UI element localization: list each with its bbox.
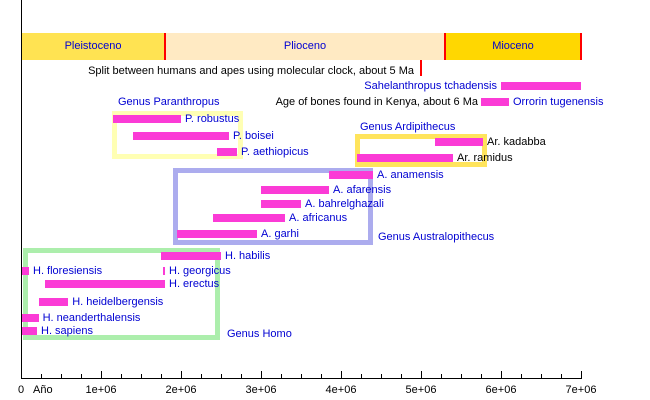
- species-bar-a-garhi: [177, 230, 257, 238]
- x-axis-major-tick: [421, 371, 422, 378]
- x-axis-minor-tick: [361, 374, 362, 378]
- x-axis-tick-label: 5e+06: [405, 384, 437, 396]
- species-label-p-boisei: P. boisei: [233, 130, 274, 142]
- epoch-segment-pleistoceno: Pleistoceno: [21, 33, 165, 60]
- genus-title-genus-homo: Genus Homo: [227, 328, 292, 340]
- x-axis-tick-label: 1e+06: [85, 384, 117, 396]
- genus-box-genus-homo: [23, 248, 220, 340]
- x-axis-tick-label: 2e+06: [165, 384, 197, 396]
- x-axis-line: [21, 378, 582, 379]
- x-axis-tick-label: 4e+06: [325, 384, 357, 396]
- species-bar-p-boisei: [133, 132, 229, 140]
- species-label-ar-kadabba: Ar. kadabba: [487, 136, 546, 148]
- species-bar-h-heidelbergensis: [38, 298, 69, 306]
- species-bar-a-afarensis: [261, 186, 329, 194]
- x-axis-major-tick: [261, 371, 262, 378]
- species-bar-h-sapiens: [21, 327, 37, 335]
- genus-title-genus-australopithecus: Genus Australopithecus: [378, 231, 495, 243]
- epoch-segment-plioceno: Plioceno: [165, 33, 445, 60]
- species-bar-h-floresiensis: [21, 267, 29, 275]
- x-axis-minor-tick: [381, 374, 382, 378]
- species-label-h-heidelbergensis: H. heidelbergensis: [72, 296, 164, 308]
- x-axis-minor-tick: [401, 374, 402, 378]
- species-label-h-sapiens: H. sapiens: [41, 325, 93, 337]
- species-label-h-neanderthalensis: H. neanderthalensis: [42, 312, 141, 324]
- x-axis-major-tick: [501, 371, 502, 378]
- species-label-a-africanus: A. africanus: [289, 212, 348, 224]
- species-label-h-floresiensis: H. floresiensis: [33, 265, 103, 277]
- x-axis-minor-tick: [41, 374, 42, 378]
- species-label-h-georgicus: H. georgicus: [169, 265, 231, 277]
- y-axis-line: [21, 0, 22, 378]
- species-label-h-erectus: H. erectus: [169, 278, 220, 290]
- species-bar-h-habilis: [161, 252, 221, 260]
- species-bar-orrorin-tugenensis: [481, 98, 509, 106]
- x-axis-minor-tick: [521, 374, 522, 378]
- x-axis-minor-tick: [121, 374, 122, 378]
- x-axis-major-tick: [101, 371, 102, 378]
- species-bar-sahelanthropus-tchadensis: [501, 82, 581, 90]
- x-axis-unit-label: Año: [33, 384, 53, 396]
- genus-title-genus-paranthropus: Genus Paranthropus: [118, 96, 220, 108]
- species-label-a-anamensis: A. anamensis: [377, 169, 444, 181]
- species-label-p-aethiopicus: P. aethiopicus: [241, 146, 309, 158]
- x-axis-minor-tick: [161, 374, 162, 378]
- species-bar-ar-ramidus: [357, 154, 453, 162]
- x-axis-minor-tick: [281, 374, 282, 378]
- species-label-a-garhi: A. garhi: [261, 228, 299, 240]
- x-axis-tick-label: 7e+06: [565, 384, 597, 396]
- x-axis-major-tick: [341, 371, 342, 378]
- x-axis-minor-tick: [461, 374, 462, 378]
- annotation-text: Age of bones found in Kenya, about 6 Ma: [275, 96, 478, 108]
- x-axis-major-tick: [581, 371, 582, 378]
- x-axis-tick-label: 6e+06: [485, 384, 517, 396]
- x-axis-minor-tick: [201, 374, 202, 378]
- x-axis-tick-label: 0: [17, 384, 25, 396]
- species-bar-h-georgicus: [162, 267, 165, 275]
- x-axis-major-tick: [21, 371, 22, 378]
- species-label-ar-ramidus: Ar. ramidus: [457, 152, 513, 164]
- species-bar-p-aethiopicus: [217, 148, 237, 156]
- species-label-a-afarensis: A. afarensis: [333, 184, 392, 196]
- epoch-divider-line: [444, 33, 446, 60]
- species-label-a-bahrelghazali: A. bahrelghazali: [305, 198, 384, 210]
- species-bar-a-africanus: [213, 214, 285, 222]
- x-axis-minor-tick: [441, 374, 442, 378]
- x-axis-minor-tick: [321, 374, 322, 378]
- species-bar-ar-kadabba: [435, 138, 483, 146]
- x-axis-minor-tick: [61, 374, 62, 378]
- genus-box-genus-paranthropus: [112, 111, 243, 159]
- x-axis-minor-tick: [481, 374, 482, 378]
- x-axis-tick-label: 3e+06: [245, 384, 277, 396]
- x-axis-minor-tick: [81, 374, 82, 378]
- species-bar-a-bahrelghazali: [261, 200, 301, 208]
- species-label-h-habilis: H. habilis: [225, 250, 271, 262]
- epoch-segment-mioceno: Mioceno: [445, 33, 581, 60]
- x-axis-minor-tick: [541, 374, 542, 378]
- genus-title-genus-ardipithecus: Genus Ardipithecus: [360, 121, 456, 133]
- epoch-divider-line: [580, 33, 582, 60]
- species-bar-h-neanderthalensis: [21, 314, 39, 322]
- genus-box-genus-ardipithecus: [355, 134, 487, 167]
- species-bar-a-anamensis: [329, 171, 373, 179]
- species-bar-p-robustus: [113, 115, 181, 123]
- x-axis-minor-tick: [561, 374, 562, 378]
- x-axis-minor-tick: [221, 374, 222, 378]
- x-axis-minor-tick: [241, 374, 242, 378]
- x-axis-minor-tick: [301, 374, 302, 378]
- molecular-clock-marker-line: [420, 60, 422, 76]
- species-label-p-robustus: P. robustus: [185, 113, 240, 125]
- x-axis-major-tick: [181, 371, 182, 378]
- epoch-divider-line: [164, 33, 166, 60]
- genus-box-genus-australopithecus: [173, 168, 373, 245]
- x-axis-minor-tick: [141, 374, 142, 378]
- annotation-text: Split between humans and apes using mole…: [88, 65, 414, 77]
- species-label-sahelanthropus-tchadensis: Sahelanthropus tchadensis: [364, 80, 497, 92]
- species-bar-h-erectus: [45, 280, 165, 288]
- species-label-orrorin-tugenensis: Orrorin tugenensis: [513, 96, 604, 108]
